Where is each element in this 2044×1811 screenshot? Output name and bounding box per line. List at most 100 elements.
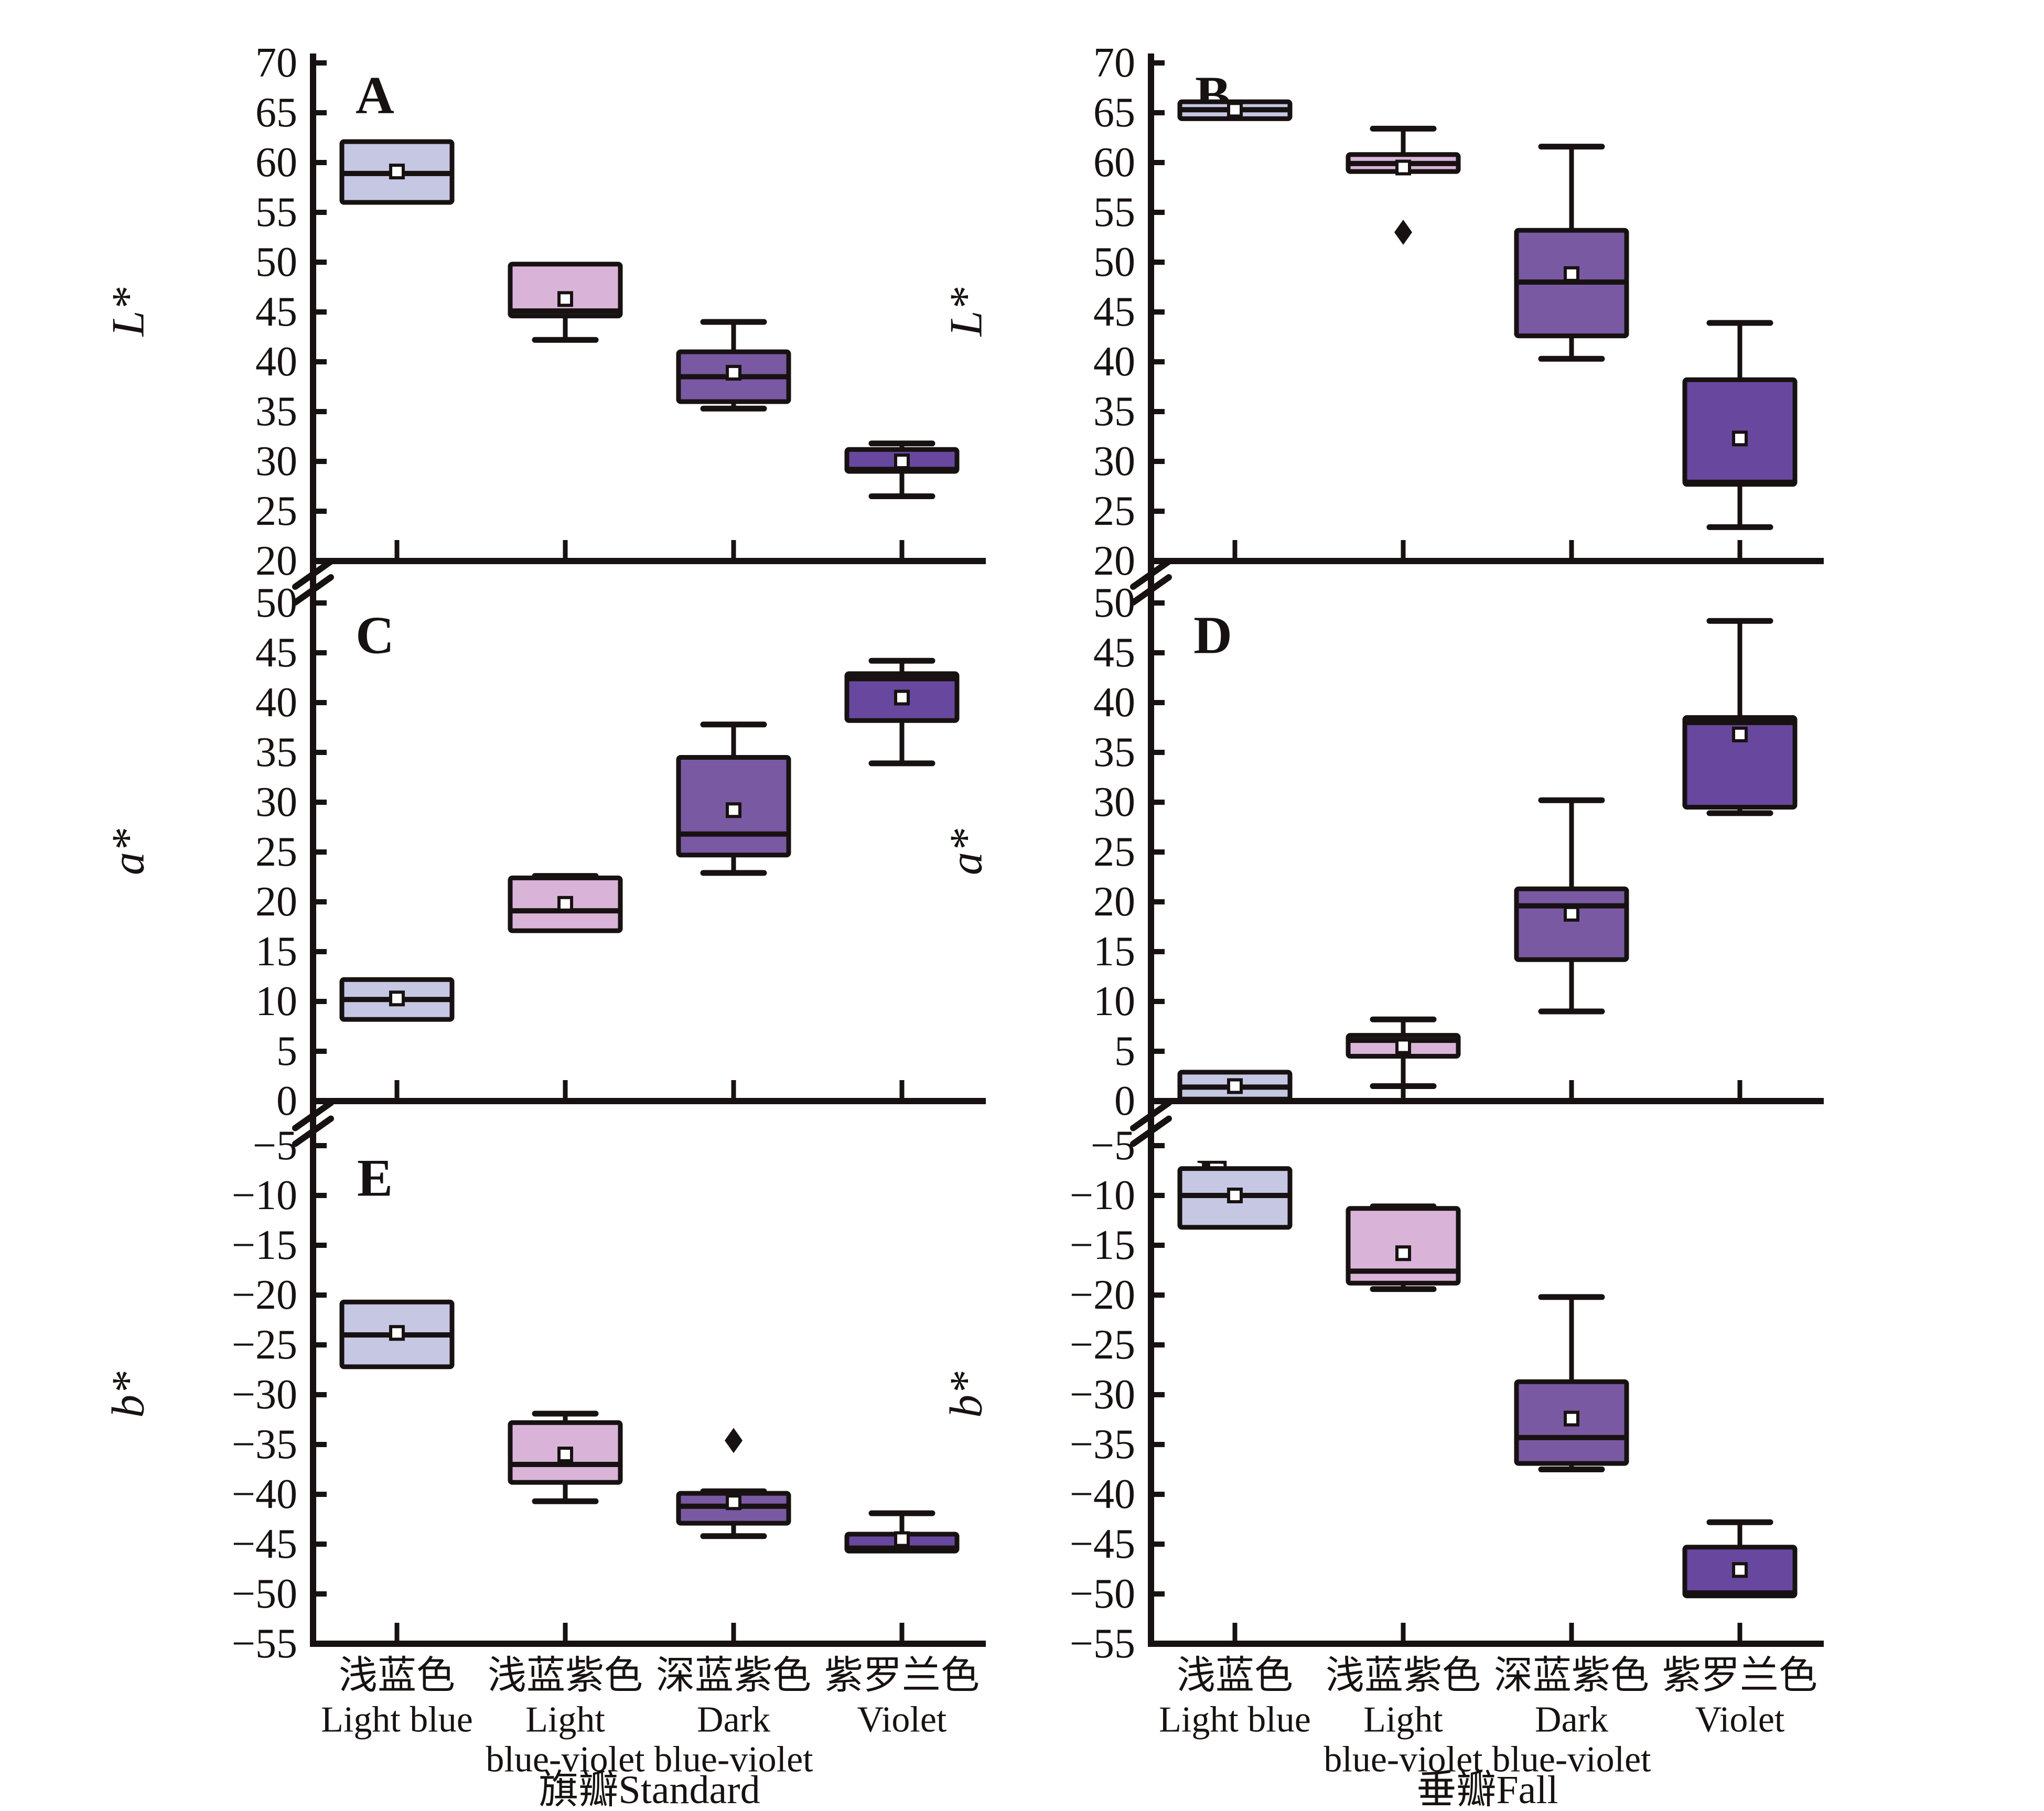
y-tick-label: 35 bbox=[255, 729, 297, 775]
y-tick-label: 30 bbox=[255, 779, 297, 825]
y-tick-label: −5 bbox=[1091, 1123, 1135, 1169]
y-tick-label: 20 bbox=[255, 538, 297, 584]
mean-marker bbox=[726, 802, 741, 818]
x-axis-title-standard: 旗瓣Standard bbox=[539, 1768, 760, 1808]
mean-marker bbox=[726, 1494, 741, 1511]
y-tick-label: 45 bbox=[1093, 289, 1135, 335]
y-tick-label: 50 bbox=[255, 239, 297, 285]
box-A-light-blue-violet bbox=[508, 262, 623, 343]
mean-marker bbox=[1732, 430, 1748, 447]
box-D-light-blue-violet bbox=[1346, 1016, 1461, 1089]
y-axis-title-C: a* bbox=[103, 829, 154, 875]
y-tick-label: −5 bbox=[253, 1123, 297, 1169]
category-label-cn-light-blue-violet: 浅蓝紫色 bbox=[488, 1654, 643, 1697]
axis-break-mark bbox=[292, 1099, 334, 1131]
y-tick-label: −25 bbox=[232, 1322, 297, 1368]
y-tick-label: 5 bbox=[276, 1028, 297, 1074]
mean-marker bbox=[894, 1531, 910, 1547]
category-label-en-light-blue-violet: blue-violet bbox=[1324, 1740, 1483, 1780]
box-E-dark-blue-violet bbox=[676, 1428, 791, 1539]
x-axis-title-fall: 垂瓣Fall bbox=[1416, 1768, 1558, 1808]
y-tick-label: −20 bbox=[232, 1272, 297, 1318]
box-C-light-blue bbox=[339, 977, 455, 1022]
y-tick-label: 40 bbox=[1093, 680, 1135, 726]
mean-marker bbox=[1395, 1245, 1411, 1262]
y-tick-label: 20 bbox=[1093, 538, 1135, 584]
y-tick-label: 20 bbox=[255, 879, 297, 925]
outlier-marker bbox=[1394, 220, 1412, 245]
y-axis-title-B: L* bbox=[941, 288, 992, 338]
y-tick-label: 15 bbox=[255, 929, 297, 975]
y-tick-label: −55 bbox=[232, 1621, 297, 1667]
category-label-en-dark-blue-violet: Dark bbox=[1535, 1700, 1608, 1740]
box-F-light-blue bbox=[1177, 1166, 1293, 1230]
y-tick-label: 50 bbox=[255, 580, 297, 626]
y-tick-label: 65 bbox=[1093, 90, 1135, 136]
y-tick-label: 60 bbox=[255, 139, 297, 186]
category-label-cn-dark-blue-violet: 深蓝紫色 bbox=[1494, 1654, 1649, 1697]
y-tick-label: 45 bbox=[255, 289, 297, 335]
y-tick-label: −10 bbox=[1070, 1172, 1135, 1219]
y-axis-title-D: a* bbox=[941, 829, 992, 875]
y-tick-label: 55 bbox=[255, 189, 297, 235]
axis-break-mark bbox=[1130, 558, 1172, 590]
mean-marker bbox=[1395, 159, 1411, 176]
box-F-light-blue-violet bbox=[1346, 1203, 1461, 1292]
y-tick-label: −35 bbox=[232, 1421, 297, 1468]
y-tick-label: 25 bbox=[255, 829, 297, 875]
y-tick-label: −40 bbox=[1070, 1471, 1135, 1517]
y-tick-label: 0 bbox=[1114, 1078, 1135, 1124]
box-E-violet bbox=[844, 1510, 960, 1554]
mean-marker bbox=[557, 1447, 573, 1462]
y-tick-label: 20 bbox=[1093, 879, 1135, 925]
y-tick-label: −15 bbox=[1070, 1222, 1135, 1268]
y-tick-label: 70 bbox=[255, 40, 297, 86]
panel-letter-E: E bbox=[357, 1149, 393, 1208]
axis-break-mark bbox=[1130, 1099, 1172, 1131]
box-B-light-blue bbox=[1177, 99, 1293, 121]
panel-letter-D: D bbox=[1193, 606, 1232, 665]
y-tick-label: −30 bbox=[232, 1372, 297, 1418]
mean-marker bbox=[1732, 1562, 1748, 1578]
category-label-en-light-blue: Light blue bbox=[321, 1700, 473, 1740]
panel-letter-C: C bbox=[356, 606, 394, 665]
y-tick-label: 30 bbox=[1093, 779, 1135, 825]
box-A-dark-blue-violet bbox=[676, 319, 791, 412]
y-tick-label: −35 bbox=[1070, 1421, 1135, 1468]
y-tick-label: 55 bbox=[1093, 189, 1135, 235]
y-tick-label: 25 bbox=[255, 488, 297, 534]
box-D-dark-blue-violet bbox=[1514, 797, 1629, 1015]
mean-marker bbox=[389, 164, 405, 180]
mean-marker bbox=[1564, 1410, 1579, 1427]
category-label-en-dark-blue-violet: blue-violet bbox=[1492, 1740, 1651, 1780]
y-axis-title-E: b* bbox=[103, 1372, 154, 1418]
category-label-cn-light-blue: 浅蓝色 bbox=[1177, 1654, 1293, 1697]
category-label-cn-light-blue-violet: 浅蓝紫色 bbox=[1326, 1654, 1481, 1697]
mean-marker bbox=[1732, 726, 1748, 742]
mean-marker bbox=[894, 454, 910, 469]
axis-break-mark bbox=[292, 574, 334, 606]
y-tick-label: 30 bbox=[1093, 438, 1135, 484]
y-tick-label: −45 bbox=[232, 1521, 297, 1567]
panel-letter-A: A bbox=[356, 66, 394, 125]
box-B-violet bbox=[1682, 320, 1798, 530]
category-label-en-light-blue-violet: Light bbox=[525, 1700, 605, 1740]
y-tick-label: 5 bbox=[1114, 1028, 1135, 1074]
y-tick-label: 15 bbox=[1093, 929, 1135, 975]
y-tick-label: −45 bbox=[1070, 1521, 1135, 1567]
y-tick-label: −50 bbox=[232, 1571, 297, 1617]
mean-marker bbox=[1564, 906, 1579, 922]
y-tick-label: 50 bbox=[1093, 239, 1135, 285]
box-body bbox=[1514, 886, 1629, 962]
outlier-marker bbox=[725, 1428, 743, 1453]
y-tick-label: 35 bbox=[255, 389, 297, 435]
box-body bbox=[1682, 715, 1798, 810]
y-axis-title-F: b* bbox=[941, 1372, 992, 1418]
mean-marker bbox=[389, 990, 405, 1007]
box-A-violet bbox=[844, 440, 960, 499]
y-tick-label: 45 bbox=[255, 630, 297, 676]
y-tick-label: 0 bbox=[276, 1078, 297, 1124]
box-A-light-blue bbox=[339, 139, 455, 205]
y-tick-label: 40 bbox=[255, 339, 297, 385]
